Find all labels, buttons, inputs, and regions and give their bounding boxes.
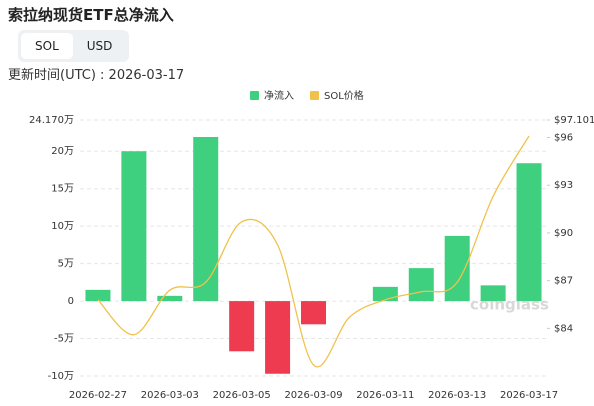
x-tick-label: 2026-03-13 bbox=[428, 390, 486, 401]
legend-item: 净流入 bbox=[250, 89, 294, 102]
bar bbox=[229, 301, 255, 352]
bar bbox=[85, 289, 111, 302]
y-tick-label: 5万 bbox=[58, 259, 74, 270]
bar bbox=[516, 163, 542, 302]
update-time: 更新时间(UTC) : 2026-03-17 bbox=[8, 68, 185, 83]
bar bbox=[265, 301, 291, 374]
y2-tick-label: $96 bbox=[554, 133, 573, 144]
y2-tick-label: $93 bbox=[554, 180, 573, 191]
legend-label: SOL价格 bbox=[324, 89, 364, 102]
y2-tick-label: $97.101 bbox=[554, 115, 594, 126]
y-tick-label: -5万 bbox=[54, 334, 74, 345]
x-tick-label: 2026-03-11 bbox=[356, 390, 414, 401]
title: 索拉纳现货ETF总净流入 bbox=[8, 6, 174, 24]
y-tick-label: 15万 bbox=[51, 184, 74, 195]
y-tick-label: 10万 bbox=[51, 221, 74, 232]
x-tick-label: 2026-03-17 bbox=[500, 390, 558, 401]
x-tick-label: 2026-02-27 bbox=[69, 390, 127, 401]
x-tick-label: 2026-03-03 bbox=[141, 390, 199, 401]
bar bbox=[480, 285, 506, 302]
tab-bar: SOL USD bbox=[18, 30, 130, 62]
x-tick-label: 2026-03-05 bbox=[213, 390, 271, 401]
y-tick-label: 0 bbox=[68, 296, 74, 307]
price-line bbox=[97, 135, 530, 368]
y2-tick-label: $90 bbox=[554, 228, 573, 239]
bar bbox=[301, 301, 326, 325]
legend-item: SOL价格 bbox=[310, 89, 364, 102]
y2-tick-label: $87 bbox=[554, 276, 573, 287]
tab[interactable]: USD bbox=[86, 39, 113, 53]
bar bbox=[408, 268, 434, 302]
y-tick-label: 24.170万 bbox=[29, 115, 74, 126]
tab[interactable]: SOL bbox=[21, 33, 73, 59]
legend-swatch bbox=[250, 91, 259, 100]
bar bbox=[372, 286, 398, 302]
y-tick-label: 20万 bbox=[51, 146, 74, 157]
x-tick-label: 2026-03-09 bbox=[284, 390, 342, 401]
bar bbox=[157, 295, 183, 302]
legend-swatch bbox=[310, 91, 319, 100]
bar bbox=[193, 137, 219, 302]
bar bbox=[444, 235, 470, 302]
bar bbox=[121, 151, 147, 302]
y2-tick-label: $84 bbox=[554, 323, 573, 334]
legend-label: 净流入 bbox=[264, 89, 294, 102]
y-tick-label: -10万 bbox=[48, 371, 74, 382]
